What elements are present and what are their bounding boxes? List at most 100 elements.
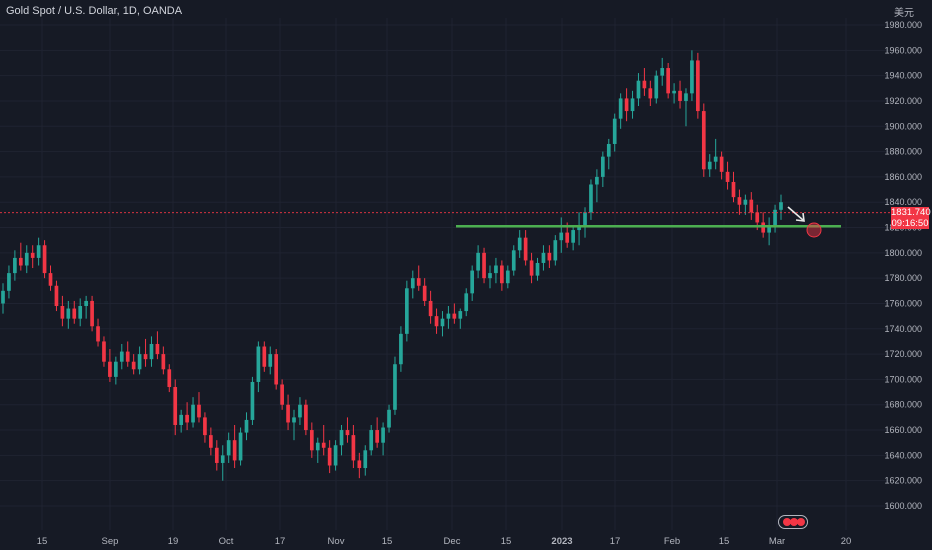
candle-body — [660, 68, 665, 76]
candle — [470, 265, 475, 301]
candle-body — [72, 308, 77, 319]
candle-body — [440, 318, 445, 327]
candle — [500, 260, 504, 291]
bar-countdown: 09:16:50 — [891, 217, 929, 229]
candle — [523, 230, 528, 266]
candle-body — [428, 300, 433, 317]
candle-body — [24, 252, 29, 266]
candle-body — [458, 311, 463, 319]
candle — [618, 93, 623, 129]
candle-body — [690, 60, 694, 94]
candle — [363, 445, 368, 476]
x-tick-label: Sep — [102, 536, 119, 547]
candle-body — [589, 184, 593, 213]
candle — [642, 68, 647, 96]
y-tick-label: 1680.000 — [884, 400, 922, 410]
candle-body — [630, 98, 635, 112]
candle — [707, 154, 712, 177]
currency-unit: 美元 — [894, 8, 914, 19]
candle-body — [393, 364, 397, 410]
y-tick-label: 1620.000 — [884, 476, 922, 486]
candle-body — [304, 404, 308, 431]
candle — [214, 440, 219, 471]
candle — [244, 412, 249, 441]
candle-body — [779, 202, 783, 210]
candle — [749, 192, 754, 220]
candle-body — [280, 384, 284, 405]
candle-body — [7, 273, 11, 291]
candle — [280, 379, 284, 410]
candle-body — [226, 440, 231, 456]
candle — [84, 295, 88, 319]
candle — [583, 207, 587, 238]
candle — [203, 412, 207, 443]
candle — [72, 300, 77, 324]
candle — [369, 424, 374, 456]
candle — [428, 290, 433, 324]
candle — [191, 397, 195, 428]
y-tick-label: 1600.000 — [884, 501, 922, 511]
candle-body — [387, 409, 391, 428]
candle — [13, 250, 17, 281]
candle-body — [595, 176, 599, 185]
candle — [387, 404, 391, 433]
candle — [102, 336, 106, 367]
candle-body — [321, 442, 326, 448]
candle-body — [96, 326, 100, 342]
candle-body — [737, 197, 742, 205]
candle — [559, 217, 564, 253]
candle — [375, 417, 379, 448]
candle-body — [547, 252, 552, 261]
candle — [1, 283, 5, 314]
candle-body — [119, 351, 124, 362]
candle-body — [155, 343, 160, 355]
candle — [696, 52, 700, 119]
x-tick-label: Oct — [219, 536, 234, 547]
candle — [292, 409, 296, 441]
x-tick-label: Mar — [769, 536, 785, 547]
candle-body — [684, 93, 688, 101]
candle-body — [517, 237, 522, 251]
candle — [678, 80, 682, 109]
y-tick-label: 1740.000 — [884, 324, 922, 334]
candle-body — [755, 212, 760, 223]
candle-body — [36, 245, 41, 258]
target-circle-icon[interactable] — [806, 222, 822, 238]
candle — [167, 364, 172, 393]
candle-body — [565, 232, 570, 243]
candle-body — [13, 257, 17, 274]
candle-body — [618, 98, 623, 119]
candle — [96, 318, 100, 347]
candle — [773, 204, 777, 233]
candle-body — [672, 90, 676, 94]
tradingview-logo-icon[interactable] — [778, 515, 808, 529]
candle — [399, 326, 403, 372]
candle — [333, 440, 338, 471]
candle-body — [298, 404, 302, 418]
candle — [209, 427, 213, 456]
y-tick-label: 1880.000 — [884, 147, 922, 157]
candle — [672, 83, 676, 104]
candle-body — [268, 354, 273, 367]
candle — [125, 341, 130, 367]
candle — [30, 245, 35, 269]
candle — [197, 392, 201, 423]
candle-body — [125, 351, 130, 362]
candle — [113, 356, 118, 385]
candle-body — [494, 265, 498, 274]
candle-body — [108, 361, 112, 377]
candle — [719, 151, 724, 180]
candle-body — [18, 257, 23, 266]
candle-body — [577, 224, 581, 231]
candle — [416, 265, 421, 291]
candle — [381, 422, 385, 456]
candle — [595, 169, 599, 203]
candle-body — [541, 252, 546, 263]
candle-body — [553, 240, 558, 261]
candle — [262, 341, 267, 372]
candle — [494, 257, 498, 284]
candle — [315, 437, 320, 463]
down-arrow-icon[interactable] — [787, 206, 805, 222]
candle — [654, 70, 659, 104]
